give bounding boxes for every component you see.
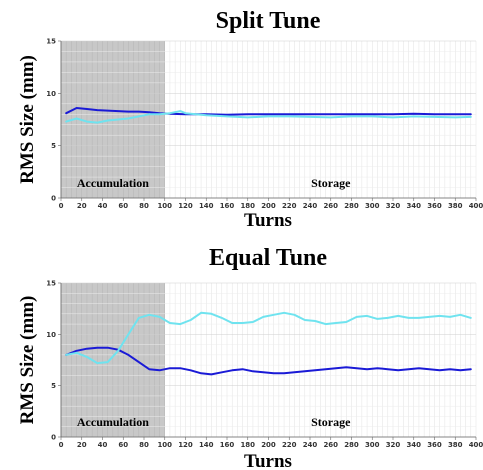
x-tick-label: 180 <box>240 202 255 210</box>
x-tick-label: 360 <box>427 441 442 449</box>
x-tick-label: 220 <box>282 441 297 449</box>
x-tick-label: 280 <box>344 202 359 210</box>
y-tick-label: 5 <box>51 142 56 150</box>
y-tick-label: 0 <box>51 195 56 203</box>
y-tick-label: 10 <box>46 331 56 339</box>
x-tick-label: 40 <box>98 441 108 449</box>
x-tick-label: 0 <box>59 441 64 449</box>
x-tick-label: 220 <box>282 202 297 210</box>
region-label: Accumulation <box>77 176 149 190</box>
x-axis-label: Turns <box>244 210 292 231</box>
y-axis-label: RMS Size (mm) <box>17 55 38 184</box>
x-tick-label: 80 <box>139 202 149 210</box>
y-tick-label: 5 <box>51 382 56 390</box>
x-tick-label: 20 <box>77 441 87 449</box>
y-tick-label: 0 <box>51 434 56 442</box>
x-tick-label: 120 <box>178 202 193 210</box>
series-line-2 <box>65 110 472 124</box>
x-tick-label: 20 <box>77 202 87 210</box>
chart-title: Split Tune <box>216 8 321 34</box>
x-tick-label: 40 <box>98 202 108 210</box>
x-tick-label: 60 <box>118 202 128 210</box>
x-tick-label: 180 <box>240 441 255 449</box>
x-tick-label: 80 <box>139 441 149 449</box>
x-tick-label: 160 <box>220 202 235 210</box>
x-tick-label: 360 <box>427 202 442 210</box>
chart-title: Equal Tune <box>209 245 327 271</box>
x-tick-label: 200 <box>261 202 276 210</box>
x-tick-label: 60 <box>118 441 128 449</box>
x-tick-label: 120 <box>178 441 193 449</box>
x-tick-label: 260 <box>323 441 338 449</box>
x-tick-label: 320 <box>386 202 401 210</box>
x-tick-label: 320 <box>386 441 401 449</box>
series-line-1 <box>65 346 472 376</box>
x-tick-label: 100 <box>157 441 172 449</box>
x-tick-label: 200 <box>261 441 276 449</box>
x-tick-label: 300 <box>365 441 380 449</box>
y-axis-label: RMS Size (mm) <box>17 296 38 425</box>
x-tick-label: 240 <box>303 441 318 449</box>
x-tick-label: 100 <box>157 202 172 210</box>
x-tick-label: 140 <box>199 202 214 210</box>
x-tick-label: 340 <box>406 441 421 449</box>
y-tick-label: 15 <box>46 280 56 288</box>
region-label: Accumulation <box>77 415 149 429</box>
series-line-1 <box>65 107 472 116</box>
x-tick-label: 300 <box>365 202 380 210</box>
x-tick-label: 400 <box>469 441 483 449</box>
x-tick-label: 280 <box>344 441 359 449</box>
series-line-2 <box>65 311 472 365</box>
y-tick-label: 15 <box>46 38 56 46</box>
x-tick-label: 400 <box>469 202 483 210</box>
x-tick-label: 160 <box>220 441 235 449</box>
x-tick-label: 140 <box>199 441 214 449</box>
x-tick-label: 380 <box>448 202 463 210</box>
x-tick-label: 260 <box>323 202 338 210</box>
y-tick-label: 10 <box>46 90 56 98</box>
x-tick-label: 340 <box>406 202 421 210</box>
x-tick-label: 0 <box>59 202 64 210</box>
x-tick-label: 240 <box>303 202 318 210</box>
x-axis-label: Turns <box>244 451 292 470</box>
region-label: Storage <box>311 415 351 429</box>
region-label: Storage <box>311 176 351 190</box>
x-tick-label: 380 <box>448 441 463 449</box>
